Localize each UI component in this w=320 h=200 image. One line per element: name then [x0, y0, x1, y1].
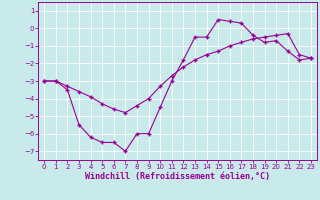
X-axis label: Windchill (Refroidissement éolien,°C): Windchill (Refroidissement éolien,°C)	[85, 172, 270, 181]
